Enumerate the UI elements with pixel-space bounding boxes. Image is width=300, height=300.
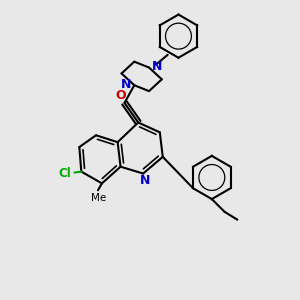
Text: O: O	[115, 88, 126, 101]
Text: N: N	[121, 78, 132, 91]
Text: N: N	[140, 174, 150, 187]
Text: N: N	[152, 60, 162, 73]
Text: Me: Me	[91, 193, 106, 203]
Text: Cl: Cl	[58, 167, 71, 180]
